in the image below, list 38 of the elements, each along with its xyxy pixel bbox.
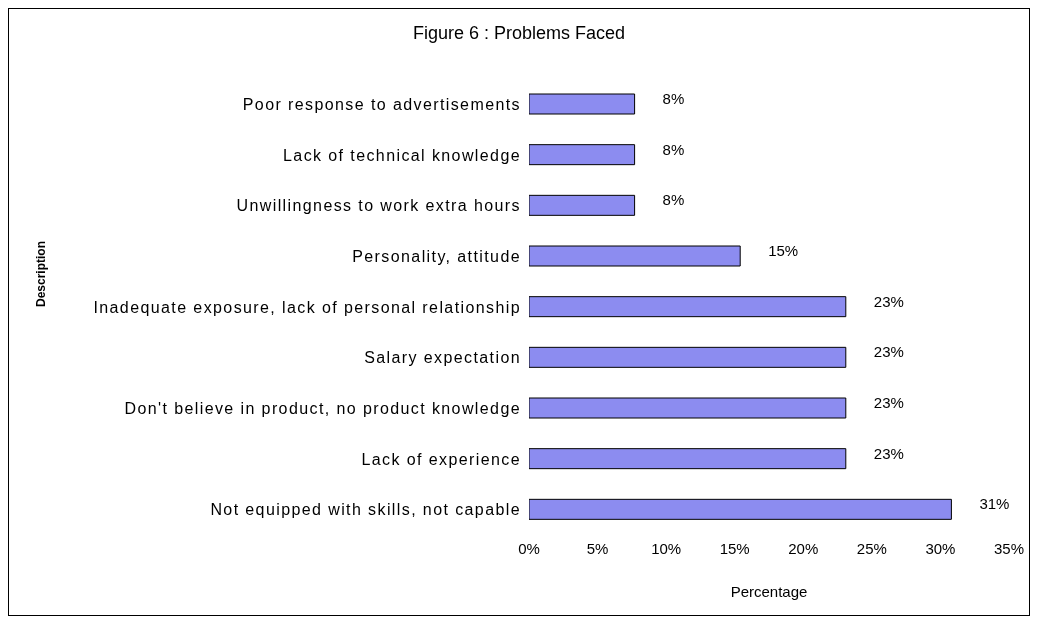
data-label: 8% [662, 140, 685, 158]
y-tick-label: Unwillingness to work extra hours [236, 197, 521, 215]
bar [529, 296, 847, 318]
y-axis-title: Description [34, 240, 49, 307]
y-tick-label: Lack of experience [361, 450, 521, 468]
bar [529, 498, 952, 520]
x-tick-label: 25% [856, 539, 887, 557]
data-label: 8% [662, 89, 685, 107]
data-label: 31% [979, 495, 1010, 513]
bar [529, 93, 636, 115]
data-label: 23% [873, 393, 904, 411]
y-tick-label: Not equipped with skills, not capable [210, 501, 521, 519]
data-label: 23% [873, 343, 904, 361]
data-label: 15% [768, 241, 799, 259]
bar [529, 448, 847, 470]
data-label: 8% [662, 191, 685, 209]
bar [529, 144, 636, 166]
x-tick-label: 10% [651, 539, 682, 557]
y-tick-label: Lack of technical knowledge [283, 146, 521, 164]
x-tick-label: 15% [719, 539, 750, 557]
x-tick-label: 0% [518, 539, 540, 557]
x-tick-label: 30% [925, 539, 956, 557]
bar [529, 346, 847, 368]
bar [529, 194, 636, 216]
x-tick-label: 5% [586, 539, 609, 557]
data-label: 23% [873, 444, 904, 462]
chart-title: Figure 6 : Problems Faced [411, 23, 627, 44]
x-tick-label: 20% [788, 539, 819, 557]
data-label: 23% [873, 292, 904, 310]
x-axis-title: Percentage [730, 583, 808, 600]
y-tick-label: Salary expectation [364, 349, 521, 367]
x-tick-label: 35% [993, 539, 1025, 557]
y-tick-label: Don't believe in product, no product knowledge [124, 400, 521, 418]
y-tick-label: Poor response to advertisements [242, 96, 521, 114]
y-tick-label: Inadequate exposure, lack of personal relationship [93, 298, 521, 316]
bar [529, 245, 741, 267]
y-tick-label: Personality, attitude [352, 248, 521, 266]
bar [529, 397, 847, 419]
